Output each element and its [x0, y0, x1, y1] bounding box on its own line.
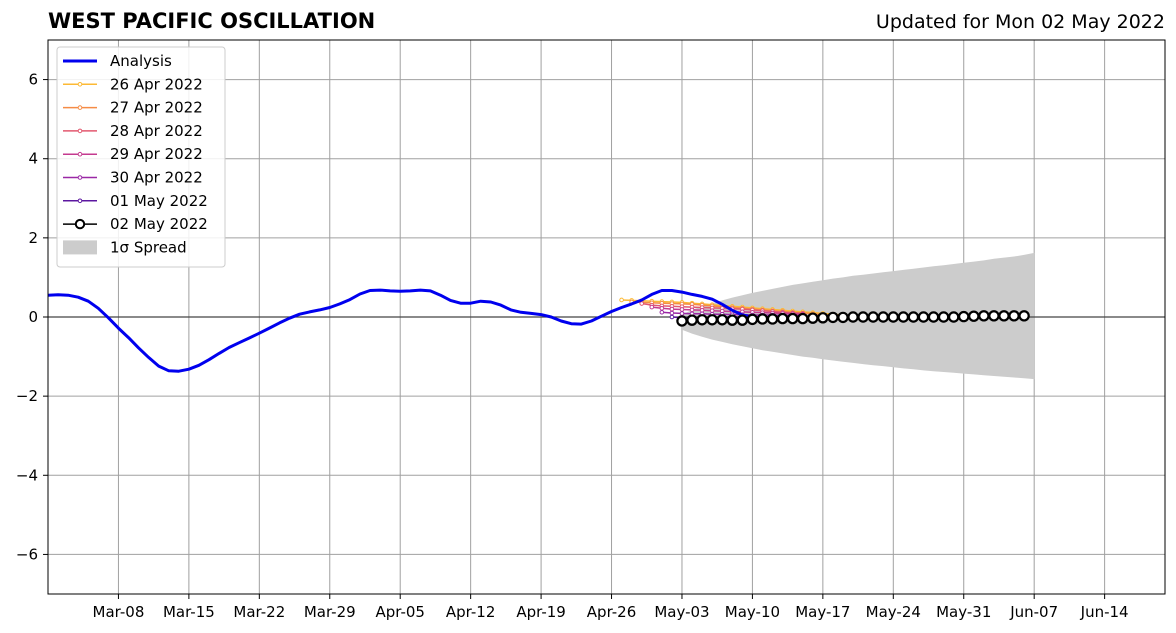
forecast-point — [847, 311, 859, 323]
forecast-point — [897, 311, 910, 323]
forecast-point — [927, 311, 940, 323]
analysis-series — [48, 288, 773, 373]
forecast-point — [649, 304, 655, 310]
forecast-point — [837, 311, 849, 324]
forecast-point — [988, 310, 1000, 322]
forecast-point — [786, 312, 799, 325]
forecast-point — [619, 297, 624, 303]
forecast-point — [867, 311, 879, 323]
analysis-line — [48, 288, 773, 373]
legend-box — [56, 46, 226, 268]
legend-swatch-spread — [63, 240, 97, 255]
axis-ticks: Mar-08 Mar-15 Mar-22 Mar-29 Apr-05 Apr-12 Apr-… — [16, 71, 1129, 621]
legend: Analysis 26 Apr 2022 27 Apr 2022 28 Apr 202… — [56, 46, 226, 268]
forecast-point — [797, 312, 809, 325]
x-tick-label: May-17 — [795, 603, 850, 621]
legend-label: 02 May 2022 — [110, 215, 208, 233]
forecast-point — [907, 311, 920, 323]
forecast-point — [709, 308, 715, 313]
forecast-point — [706, 314, 718, 326]
latest-forecast-series — [676, 310, 1030, 327]
y-tick-label: −2 — [16, 387, 38, 405]
forecast-point — [689, 307, 695, 313]
x-tick-label: Mar-22 — [233, 603, 285, 621]
x-tick-label: May-10 — [725, 603, 780, 621]
legend-swatch-marker — [77, 128, 83, 134]
y-tick-label: 0 — [28, 308, 38, 326]
forecast-point — [937, 311, 950, 323]
forecast-point — [766, 313, 779, 325]
x-tick-label: May-31 — [936, 603, 991, 621]
y-tick-label: 6 — [28, 71, 38, 89]
y-tick-label: −4 — [16, 466, 38, 484]
legend-swatch-marker — [74, 218, 86, 230]
forecast-point — [669, 314, 675, 320]
forecast-point — [958, 310, 970, 323]
legend-label: 27 Apr 2022 — [110, 99, 203, 117]
x-tick-label: Jun-07 — [1009, 603, 1058, 621]
x-tick-label: Mar-29 — [304, 603, 356, 621]
forecast-point — [736, 314, 749, 326]
y-tick-label: 2 — [28, 229, 38, 247]
legend-label: Analysis — [110, 52, 172, 70]
chart-subtitle: Updated for Mon 02 May 2022 — [875, 11, 1165, 33]
legend-swatch-marker — [77, 105, 83, 110]
forecast-point — [669, 306, 675, 312]
forecast-point — [669, 310, 675, 316]
forecast-point — [699, 307, 705, 313]
x-tick-label: Apr-26 — [587, 603, 637, 621]
forecast-point — [776, 312, 789, 325]
chart-title: WEST PACIFIC OSCILLATION — [48, 9, 376, 33]
forecast-point — [827, 311, 839, 324]
legend-label: 01 May 2022 — [110, 192, 208, 210]
legend-swatch-marker — [77, 151, 83, 157]
forecast-point — [998, 310, 1010, 322]
legend-label: 30 Apr 2022 — [110, 169, 203, 187]
forecast-point — [716, 314, 728, 326]
forecast-point — [877, 311, 889, 323]
forecast-point — [639, 301, 645, 306]
forecast-point — [1008, 310, 1020, 322]
forecast-point — [887, 311, 899, 323]
legend-swatch-marker — [77, 198, 83, 204]
x-tick-label: Apr-19 — [516, 603, 566, 621]
legend-swatch-marker — [77, 82, 83, 87]
legend-label: 1σ Spread — [110, 238, 187, 256]
forecast-point — [679, 307, 685, 312]
y-tick-label: 4 — [28, 150, 38, 168]
legend-label: 26 Apr 2022 — [110, 75, 203, 93]
forecast-point — [676, 315, 688, 327]
forecast-point — [817, 312, 829, 324]
forecast-line — [651, 306, 803, 315]
forecast-point — [968, 310, 980, 322]
forecast-point — [1018, 310, 1030, 322]
forecast-point — [686, 314, 698, 326]
forecast-point — [679, 311, 685, 316]
x-tick-label: May-24 — [866, 603, 921, 621]
x-tick-label: Apr-05 — [375, 603, 425, 621]
forecast-point — [917, 311, 930, 323]
x-tick-label: Mar-08 — [93, 603, 145, 621]
x-tick-label: May-03 — [654, 603, 709, 621]
forecast-point — [807, 312, 819, 324]
forecast-point — [756, 313, 769, 325]
legend-label: 29 Apr 2022 — [110, 145, 203, 163]
forecast-point — [659, 309, 665, 315]
forecast-point — [659, 305, 665, 311]
legend-swatch-marker — [77, 175, 83, 180]
legend-label: 28 Apr 2022 — [110, 122, 203, 140]
forecast-point — [978, 310, 990, 322]
forecast-point — [726, 314, 738, 326]
x-tick-label: Mar-15 — [163, 603, 215, 621]
y-tick-label: −6 — [16, 545, 38, 563]
forecast-point — [746, 313, 759, 326]
x-tick-label: Apr-12 — [446, 603, 496, 621]
forecast-point — [696, 314, 708, 326]
forecast-point — [947, 311, 960, 323]
x-tick-label: Jun-14 — [1080, 603, 1129, 621]
forecast-point — [857, 311, 869, 323]
